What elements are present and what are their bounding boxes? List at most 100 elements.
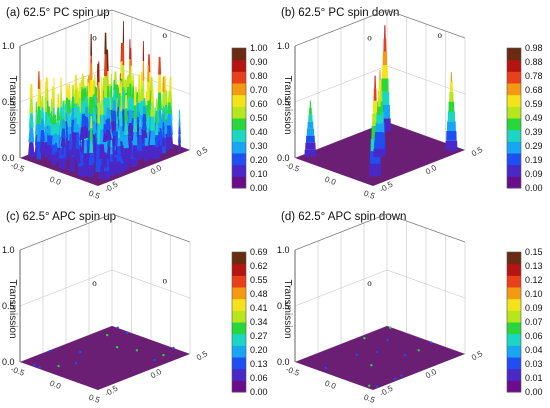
surface-spike — [128, 96, 133, 110]
surface-spike — [50, 111, 53, 124]
kx-tick-label: 0.0 — [49, 175, 63, 187]
surface-spike — [167, 90, 171, 103]
surface-spike — [97, 82, 100, 103]
colorbar-tick-label: 0.01 — [525, 373, 543, 383]
z-axis-title: Transmission — [7, 279, 18, 338]
surface-spike — [59, 91, 63, 107]
panel-d-svg: (d) 62.5° APC spin down o 0.0 0.5 1.0 Transmi… — [277, 211, 543, 405]
surface-spike — [103, 106, 106, 116]
panel-c-svg: (c) 62.5° APC spin up o o 0.0 0.5 1.0 Transmis… — [2, 211, 268, 405]
surface-speck — [376, 350, 379, 354]
surface-peak — [446, 121, 456, 132]
surface-spike — [110, 140, 113, 148]
surface-speck — [355, 353, 358, 357]
colorbar-segment — [507, 310, 521, 323]
surface-spike — [138, 127, 142, 135]
surface-spike — [89, 128, 93, 141]
surface-spike — [162, 105, 165, 114]
colorbar-segment — [507, 83, 521, 96]
surface-speck — [363, 336, 366, 340]
surface-peak — [381, 65, 388, 79]
colorbar-segment — [232, 310, 246, 323]
surface-spike — [64, 104, 68, 113]
colorbar-tick-label: 0.70 — [250, 85, 268, 95]
colorbar-segment — [232, 263, 246, 276]
surface-spike — [115, 123, 119, 132]
surface-spike — [128, 109, 133, 124]
surface-spike — [57, 93, 60, 108]
colorbar-segment — [507, 164, 521, 177]
colorbar-tick-label: 0.78 — [525, 71, 543, 81]
gamma-marker: o — [367, 32, 372, 42]
surface-spike — [150, 102, 155, 117]
colorbar-segment — [232, 71, 246, 84]
colorbar-segment — [232, 287, 246, 300]
colorbar-tick-label: 0.90 — [250, 57, 268, 67]
kx-tick-label: 0.0 — [324, 379, 338, 391]
colorbar-tick-label: 0.13 — [525, 261, 543, 271]
surface-spike — [105, 118, 112, 130]
surface-peak — [305, 135, 315, 143]
surface-spike — [85, 96, 89, 107]
box-top — [294, 9, 466, 47]
surface-spike — [68, 141, 72, 150]
colorbar-segment — [507, 71, 521, 84]
surface-spike — [130, 158, 138, 168]
surface-spike — [99, 114, 105, 130]
surface-spike — [142, 41, 145, 61]
surface-peak — [449, 91, 454, 102]
surface-spike — [36, 141, 42, 160]
colorbar-segment — [507, 48, 521, 61]
surface-spike — [97, 123, 101, 145]
colorbar-tick-label: 0.68 — [525, 85, 543, 95]
surface-spike — [132, 145, 138, 159]
box-top — [19, 9, 191, 47]
surface-spike — [92, 107, 96, 121]
surface-spike — [40, 129, 45, 142]
surface-speck — [430, 341, 433, 344]
surface-peak — [379, 70, 381, 81]
colorbar-tick-label: 0.15 — [525, 247, 543, 257]
surface-peak — [378, 80, 382, 91]
kx-tick-label: 0.5 — [88, 393, 102, 405]
surface-spike — [133, 92, 137, 106]
colorbar-tick-label: 0.62 — [250, 261, 268, 271]
surface-spike — [131, 102, 134, 111]
ky-tick-label: 0.5 — [195, 145, 210, 159]
surface-spike — [142, 80, 145, 101]
surface-peak — [307, 121, 314, 129]
z-axis-title: Transmission — [282, 279, 293, 338]
surface-spike — [128, 83, 132, 97]
gridline-z — [294, 269, 466, 307]
surface-spike — [29, 84, 33, 99]
colorbar-segment — [507, 275, 521, 288]
surface-spike — [155, 122, 159, 136]
colorbar-tick-label: 0.20 — [250, 155, 268, 165]
surface-spike — [65, 84, 69, 98]
surface-spike — [177, 142, 182, 151]
surface-speck — [106, 333, 109, 337]
colorbar-segment — [507, 141, 521, 154]
surface-spike — [46, 144, 52, 155]
z-tick-label: 0.0 — [2, 357, 15, 367]
surface-spike — [117, 99, 120, 107]
surface-spike — [68, 163, 76, 171]
surface-spike — [46, 88, 49, 101]
gamma-marker: o — [163, 275, 168, 285]
surface-spike — [37, 88, 41, 107]
surface-spike — [178, 109, 181, 118]
colorbar-tick-label: 1.00 — [250, 43, 268, 53]
surface-spike — [129, 39, 131, 60]
surface-spike — [141, 121, 147, 130]
surface-spike — [110, 85, 113, 98]
surface-spike — [110, 147, 113, 155]
gamma-marker: o — [92, 32, 97, 42]
z-tick-label: 0.0 — [277, 357, 290, 367]
surface-spike — [145, 91, 148, 106]
surface-spike — [155, 98, 158, 111]
kx-tick-label: -0.5 — [10, 161, 27, 174]
surface-spike — [28, 127, 35, 143]
panel-b: (b) 62.5° PC spin down o o 0.0 0.5 1.0 Transmi… — [275, 0, 550, 204]
surface-peak — [381, 78, 389, 92]
colorbar-segment — [507, 368, 521, 381]
